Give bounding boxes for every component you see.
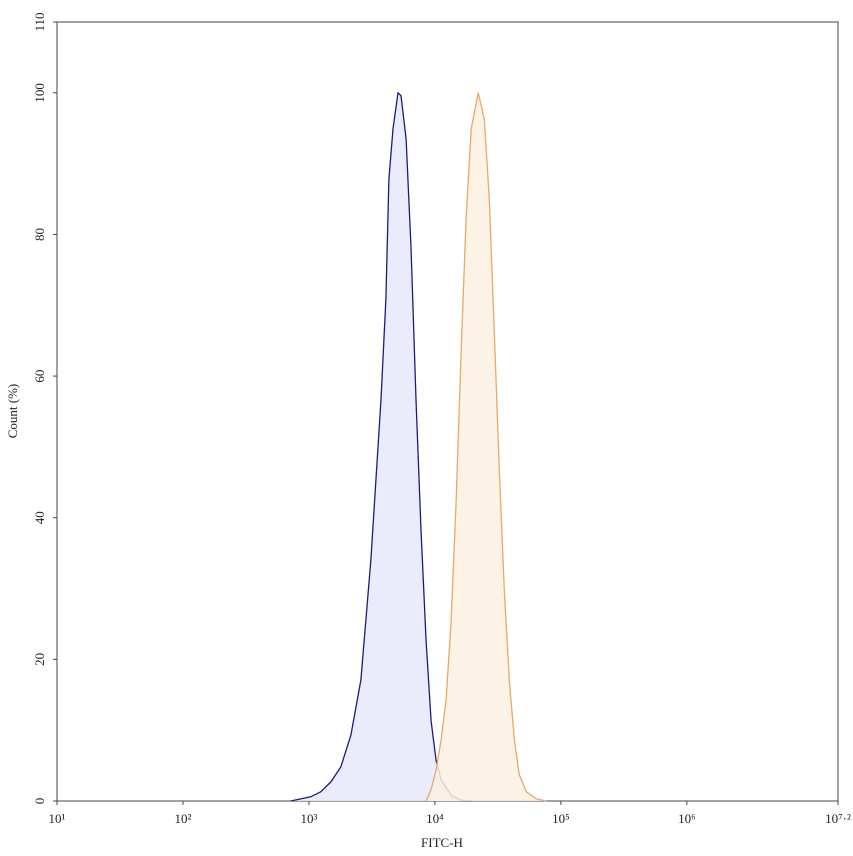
- x-tick-label: 10⁷·²: [825, 811, 851, 826]
- y-tick-label: 100: [32, 83, 47, 103]
- x-tick-label: 10¹: [49, 811, 66, 826]
- y-axis-label: Count (%): [5, 384, 20, 439]
- x-tick-label: 10⁵: [552, 811, 570, 826]
- x-tick-label: 10⁶: [678, 811, 696, 826]
- histogram-line: [425, 92, 547, 802]
- y-tick-label: 0: [32, 798, 47, 805]
- histogram-line: [290, 91, 472, 802]
- y-tick-label: 110: [32, 12, 47, 31]
- histogram-area: [426, 92, 547, 802]
- y-tick-label: 80: [32, 228, 47, 241]
- histogram-area: [290, 92, 472, 802]
- y-tick-label: 60: [32, 370, 47, 383]
- x-tick-label: 10²: [175, 811, 192, 826]
- y-tick-label: 40: [32, 511, 47, 524]
- y-tick-label: 20: [32, 653, 47, 666]
- x-tick-label: 10⁴: [426, 811, 444, 826]
- x-axis-label: FITC-H: [421, 835, 463, 850]
- x-tick-label: 10³: [300, 811, 317, 826]
